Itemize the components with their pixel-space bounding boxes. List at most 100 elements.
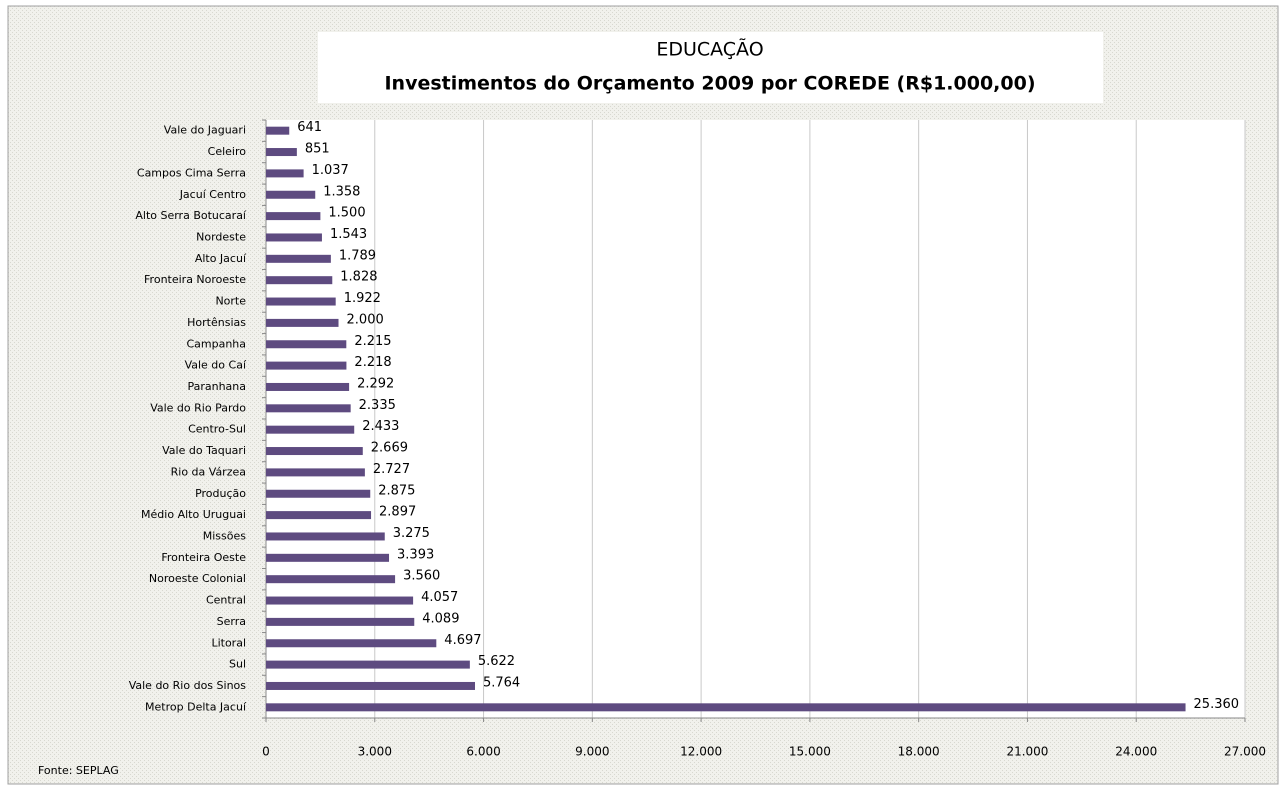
data-label: 2.433 [362, 419, 399, 434]
y-tick-label: Campos Cima Serra [137, 166, 246, 179]
y-tick-label: Campanha [186, 337, 246, 350]
bar [266, 681, 475, 690]
y-tick-label: Metrop Delta Jacuí [145, 700, 247, 713]
y-tick-label: Fronteira Oeste [161, 551, 246, 564]
bar [266, 361, 347, 370]
data-label: 4.697 [444, 633, 481, 648]
bar [266, 382, 350, 391]
bar [266, 596, 414, 605]
data-label: 4.057 [421, 590, 458, 605]
x-tick-label: 9.000 [575, 745, 609, 759]
bar [266, 617, 415, 626]
plot-area [266, 120, 1245, 718]
data-label: 25.360 [1194, 697, 1240, 712]
data-label: 1.922 [344, 291, 381, 306]
bar [266, 340, 347, 349]
y-tick-label: Vale do Caí [185, 359, 247, 372]
y-tick-label: Alto Serra Botucaraí [135, 209, 247, 222]
bar [266, 297, 336, 306]
y-tick-label: Vale do Taquari [162, 444, 246, 457]
data-label: 2.727 [373, 462, 410, 477]
bar [266, 425, 355, 434]
bar [266, 169, 304, 178]
bar [266, 404, 351, 413]
x-tick-label: 21.000 [1006, 745, 1048, 759]
y-tick-label: Alto Jacuí [195, 252, 247, 265]
data-label: 2.215 [354, 334, 391, 349]
bar [266, 575, 396, 584]
data-label: 1.543 [330, 227, 367, 242]
title-box [318, 32, 1103, 103]
y-tick-label: Jacuí Centro [179, 188, 247, 201]
y-tick-label: Centro-Sul [188, 423, 246, 436]
y-tick-label: Paranhana [187, 380, 246, 393]
bar [266, 703, 1186, 712]
data-label: 2.000 [347, 312, 384, 327]
data-label: 2.335 [359, 398, 396, 413]
y-tick-label: Sul [229, 658, 246, 671]
bar [266, 660, 470, 669]
data-label: 1.358 [323, 184, 360, 199]
data-label: 1.828 [340, 270, 377, 285]
data-label: 5.764 [483, 675, 520, 690]
data-label: 1.500 [328, 206, 365, 221]
bar [266, 639, 437, 648]
data-label: 2.875 [378, 483, 415, 498]
bar [266, 511, 372, 520]
data-label: 3.393 [397, 547, 434, 562]
y-tick-label: Hortênsias [187, 316, 246, 329]
bar [266, 489, 371, 498]
x-tick-label: 27.000 [1224, 745, 1266, 759]
y-tick-label: Norte [215, 295, 246, 308]
data-label: 2.897 [379, 505, 416, 520]
bar [266, 468, 365, 477]
data-label: 851 [305, 142, 330, 157]
data-label: 641 [297, 120, 322, 135]
chart-subtitle: Investimentos do Orçamento 2009 por CORE… [384, 73, 1035, 95]
bar [266, 447, 363, 456]
data-label: 5.622 [478, 654, 515, 669]
y-tick-label: Litoral [211, 636, 246, 649]
y-tick-label: Produção [195, 487, 246, 500]
x-tick-label: 15.000 [789, 745, 831, 759]
x-tick-label: 12.000 [680, 745, 722, 759]
x-tick-label: 3.000 [358, 745, 392, 759]
chart-title: EDUCAÇÃO [656, 38, 763, 61]
x-tick-label: 6.000 [466, 745, 500, 759]
y-tick-label: Médio Alto Uruguai [141, 508, 246, 521]
bar [266, 318, 339, 327]
y-tick-label: Serra [217, 615, 246, 628]
data-label: 1.789 [339, 248, 376, 263]
bar [266, 553, 390, 562]
data-label: 3.560 [403, 569, 440, 584]
bar [266, 212, 321, 221]
data-label: 4.089 [422, 611, 459, 626]
bar [266, 126, 290, 135]
data-label: 1.037 [312, 163, 349, 178]
y-tick-label: Fronteira Noroeste [144, 273, 246, 286]
bar [266, 148, 297, 157]
bar [266, 190, 316, 199]
data-label: 3.275 [393, 526, 430, 541]
y-tick-label: Vale do Rio dos Sinos [129, 679, 247, 692]
source-note: Fonte: SEPLAG [38, 764, 119, 777]
x-tick-label: 24.000 [1115, 745, 1157, 759]
y-tick-label: Missões [203, 529, 247, 542]
x-tick-label: 0 [262, 745, 270, 759]
y-tick-label: Vale do Rio Pardo [150, 401, 246, 414]
x-tick-label: 18.000 [898, 745, 940, 759]
bar [266, 254, 331, 263]
bar [266, 532, 385, 541]
data-label: 2.292 [357, 376, 394, 391]
y-tick-label: Rio da Várzea [171, 465, 246, 478]
bar [266, 276, 333, 285]
y-tick-label: Central [206, 594, 246, 607]
y-tick-label: Vale do Jaguari [164, 124, 246, 137]
bar [266, 233, 322, 242]
data-label: 2.669 [371, 441, 408, 456]
y-tick-label: Nordeste [196, 230, 246, 243]
y-tick-label: Celeiro [208, 145, 247, 158]
y-tick-label: Noroeste Colonial [149, 572, 246, 585]
data-label: 2.218 [354, 355, 391, 370]
